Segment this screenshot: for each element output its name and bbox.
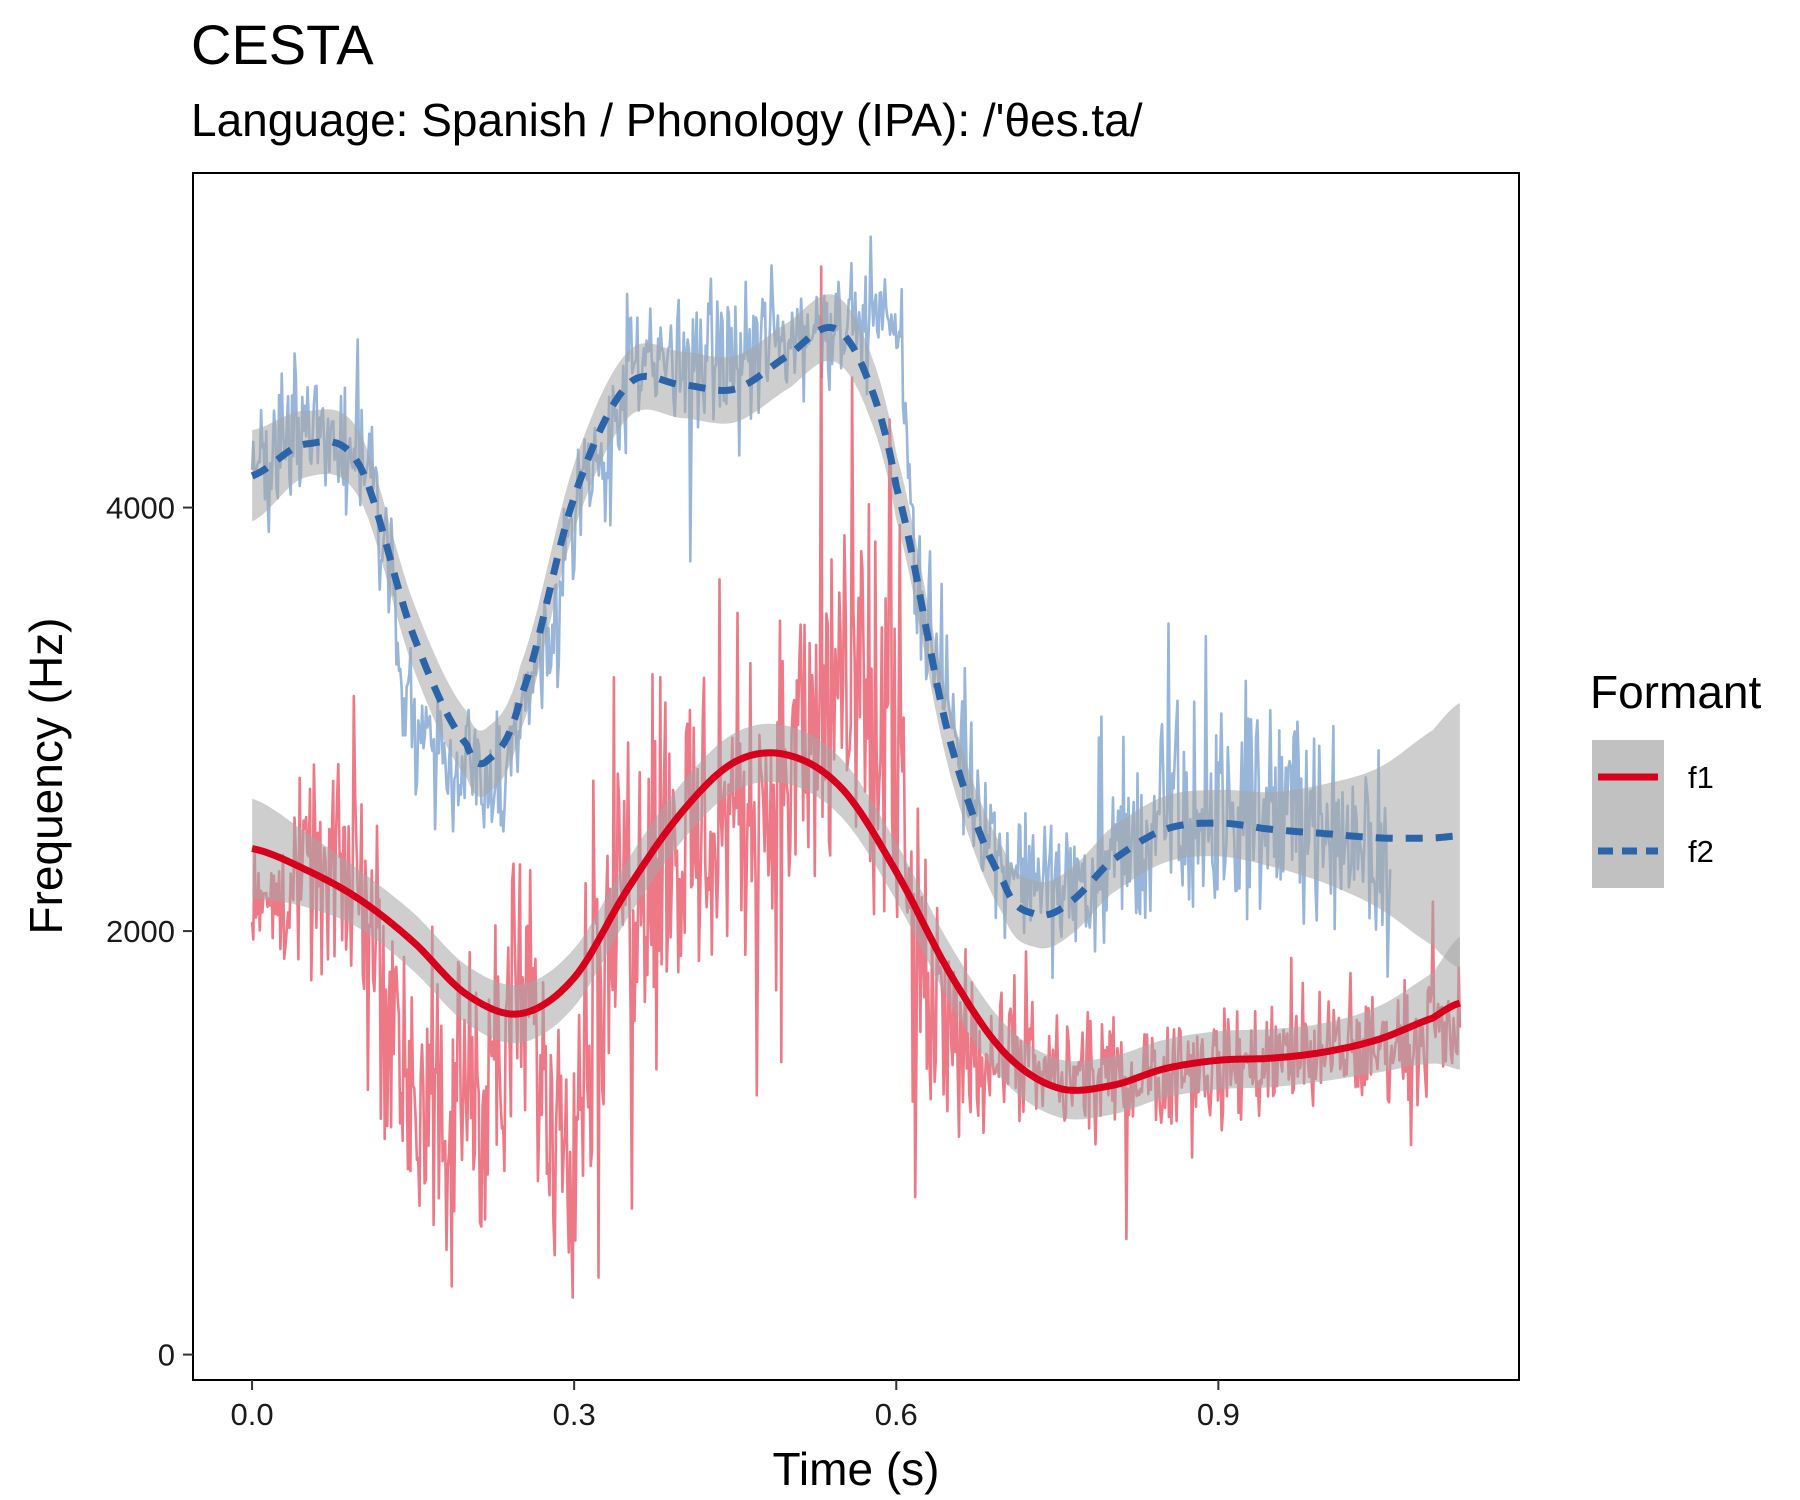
ribbon-f1 [252,723,1460,1120]
y-tick-label: 4000 [106,491,175,526]
x-tick-label: 0.0 [230,1397,273,1432]
legend-label-f1: f1 [1688,760,1714,795]
y-tick-label: 0 [158,1338,175,1373]
smooth-line-f2 [250,323,1462,919]
x-tick-label: 0.9 [1197,1397,1240,1432]
x-tick-label: 0.3 [553,1397,596,1432]
x-axis: 0.0 0.3 0.6 0.9 [230,1380,1240,1432]
y-axis: 0 2000 4000 [106,491,193,1373]
legend-label-f2: f2 [1688,834,1714,869]
x-tick-label: 0.6 [875,1397,918,1432]
legend: Formant f1 f2 [1590,666,1761,888]
x-axis-title: Time (s) [773,1443,940,1495]
plot-panel-border [192,172,1520,1381]
y-axis-title: Frequency (Hz) [20,618,72,935]
ribbon-f2 [252,294,1460,969]
chart-title: CESTA [191,13,374,76]
chart-subtitle: Language: Spanish / Phonology (IPA): /'θ… [191,94,1143,146]
smooth-line-f1 [251,749,1462,1094]
raw-traces [250,235,1462,1299]
y-tick-label: 2000 [106,914,175,949]
legend-title: Formant [1590,666,1761,718]
confidence-ribbons [252,294,1460,1120]
smooth-lines [250,323,1462,1094]
